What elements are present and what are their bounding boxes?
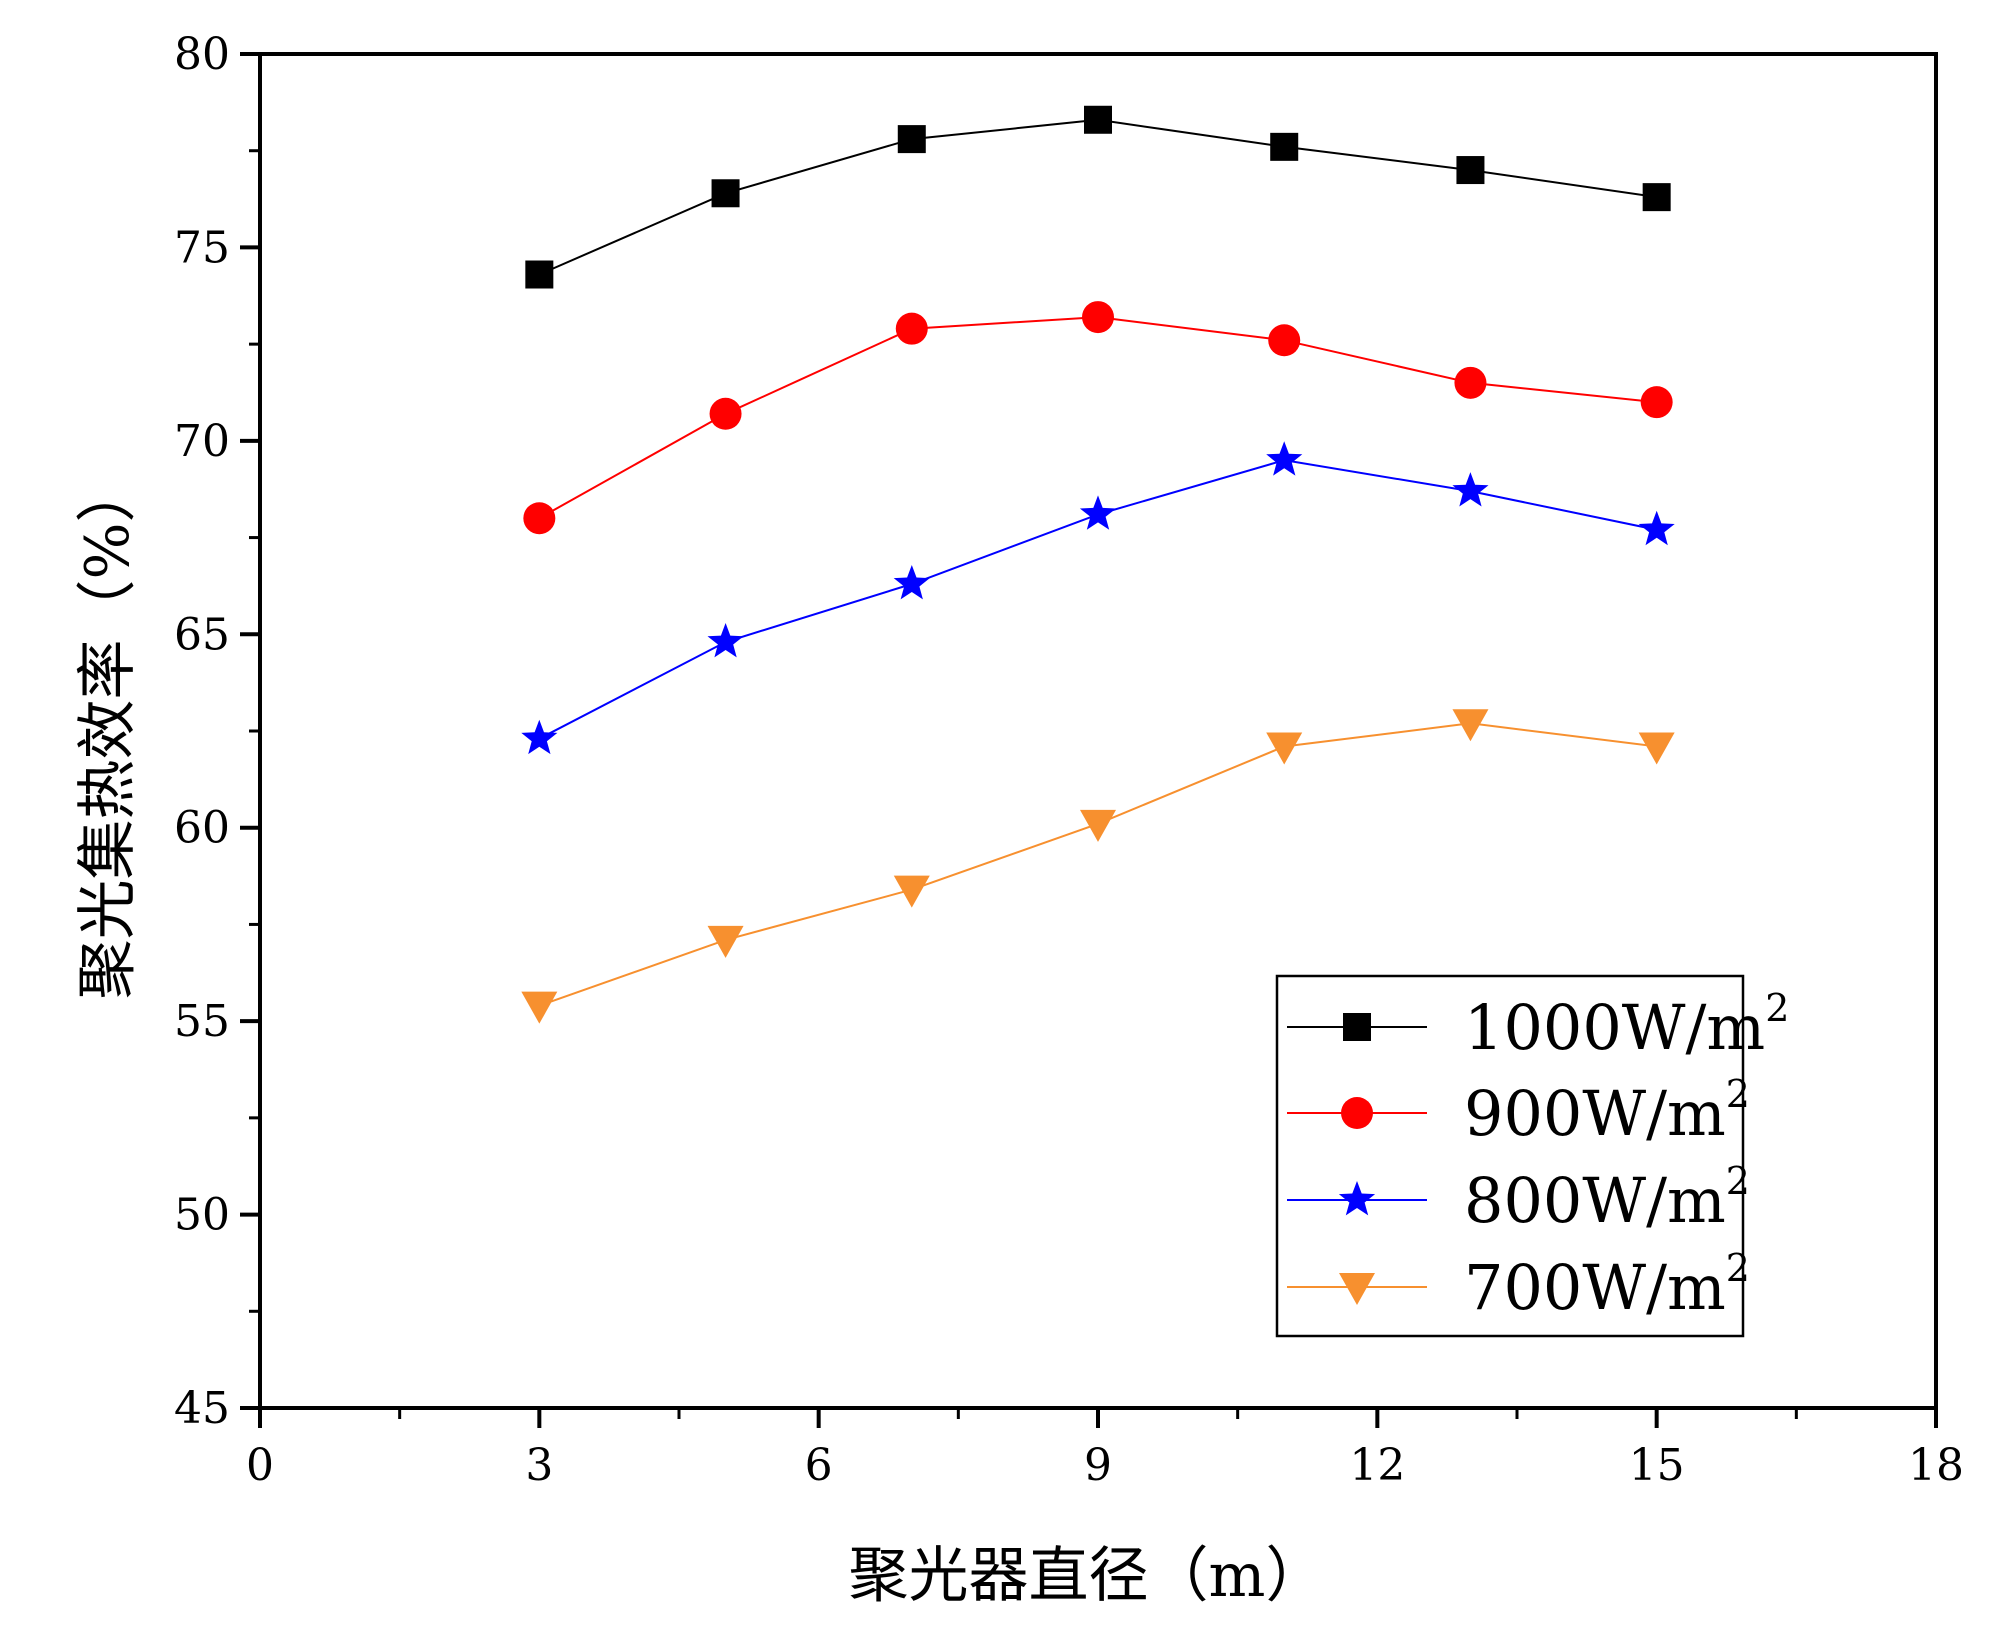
data-point xyxy=(893,565,930,600)
x-tick-label: 15 xyxy=(1629,1440,1685,1491)
y-tick-label: 60 xyxy=(174,803,230,854)
legend-marker xyxy=(1338,1181,1376,1216)
data-point xyxy=(1268,324,1301,357)
data-point xyxy=(893,875,930,908)
series-line xyxy=(538,722,1657,1007)
data-point xyxy=(707,623,744,658)
series-line xyxy=(538,118,1657,276)
x-tick-label: 3 xyxy=(525,1440,553,1491)
x-tick-label: 6 xyxy=(805,1440,833,1491)
y-tick-label: 55 xyxy=(174,996,230,1047)
legend-label: 1000W/m2 xyxy=(1464,986,1789,1064)
legend-marker xyxy=(1343,1013,1371,1041)
data-point xyxy=(525,260,554,289)
data-point xyxy=(1456,156,1485,185)
legend-entry: 700W/m2 xyxy=(1287,1246,1750,1324)
y-tick-labels: 45 50 55 60 65 70 75 80 xyxy=(174,29,230,1434)
legend-label-sup: 2 xyxy=(1726,1072,1750,1116)
legend-entry: 900W/m2 xyxy=(1287,1072,1750,1150)
x-tick-label: 0 xyxy=(246,1440,274,1491)
data-point xyxy=(711,179,740,208)
legend-label-main: 900W/m xyxy=(1464,1077,1726,1150)
data-point xyxy=(1270,132,1299,161)
data-point xyxy=(1642,183,1671,212)
legend-entry: 800W/m2 xyxy=(1287,1159,1750,1237)
legend-label-sup: 2 xyxy=(1726,1159,1750,1203)
data-point xyxy=(1454,366,1487,399)
legend-entry: 1000W/m2 xyxy=(1287,986,1789,1064)
legend-label: 800W/m2 xyxy=(1464,1159,1750,1237)
legend-marker xyxy=(1341,1097,1373,1129)
x-tick-label: 9 xyxy=(1084,1440,1112,1491)
axis-ticks xyxy=(240,52,1938,1428)
data-point xyxy=(1082,301,1114,334)
y-tick-label: 75 xyxy=(174,222,230,273)
series-circle xyxy=(523,301,1673,535)
y-tick-label: 65 xyxy=(174,609,230,660)
x-tick-labels: 0 3 6 9 12 15 18 xyxy=(246,1440,1964,1491)
legend-label: 700W/m2 xyxy=(1464,1246,1750,1324)
data-point xyxy=(1084,105,1112,134)
legend-label-sup: 2 xyxy=(1726,1246,1750,1290)
data-point xyxy=(1080,809,1116,842)
series-star xyxy=(521,441,1675,755)
data-point xyxy=(523,502,556,535)
legend-label: 900W/m2 xyxy=(1464,1072,1750,1150)
series-square xyxy=(525,105,1671,289)
data-point xyxy=(707,925,744,958)
data-point xyxy=(1079,495,1117,530)
data-point xyxy=(1266,441,1303,476)
series-line xyxy=(538,316,1657,520)
series-layer xyxy=(521,105,1675,1024)
x-tick-label: 18 xyxy=(1908,1440,1964,1491)
legend-label-sup: 2 xyxy=(1765,986,1789,1030)
legend-label-main: 1000W/m xyxy=(1464,991,1765,1064)
y-tick-label: 70 xyxy=(174,416,230,467)
data-point xyxy=(521,991,558,1024)
x-tick-label: 12 xyxy=(1349,1440,1405,1491)
data-point xyxy=(1266,732,1303,765)
data-point xyxy=(1452,709,1489,742)
series-triangle-down xyxy=(521,709,1675,1024)
data-point xyxy=(521,719,558,755)
y-tick-label: 45 xyxy=(174,1383,230,1434)
legend-marker xyxy=(1339,1273,1375,1305)
data-point xyxy=(1452,472,1489,507)
y-tick-label: 80 xyxy=(174,29,230,80)
legend-label-main: 700W/m xyxy=(1464,1251,1726,1324)
data-point xyxy=(1640,386,1673,419)
data-point xyxy=(1638,510,1675,546)
y-axis-title: 聚光集热效率（%） xyxy=(73,462,143,999)
y-tick-label: 50 xyxy=(174,1190,230,1241)
data-point xyxy=(895,312,928,345)
data-point xyxy=(897,125,926,154)
data-point xyxy=(1638,732,1675,765)
x-axis-title: 聚光器直径（m） xyxy=(849,1541,1326,1611)
data-point xyxy=(709,397,742,430)
legend-label-main: 800W/m xyxy=(1464,1164,1726,1237)
